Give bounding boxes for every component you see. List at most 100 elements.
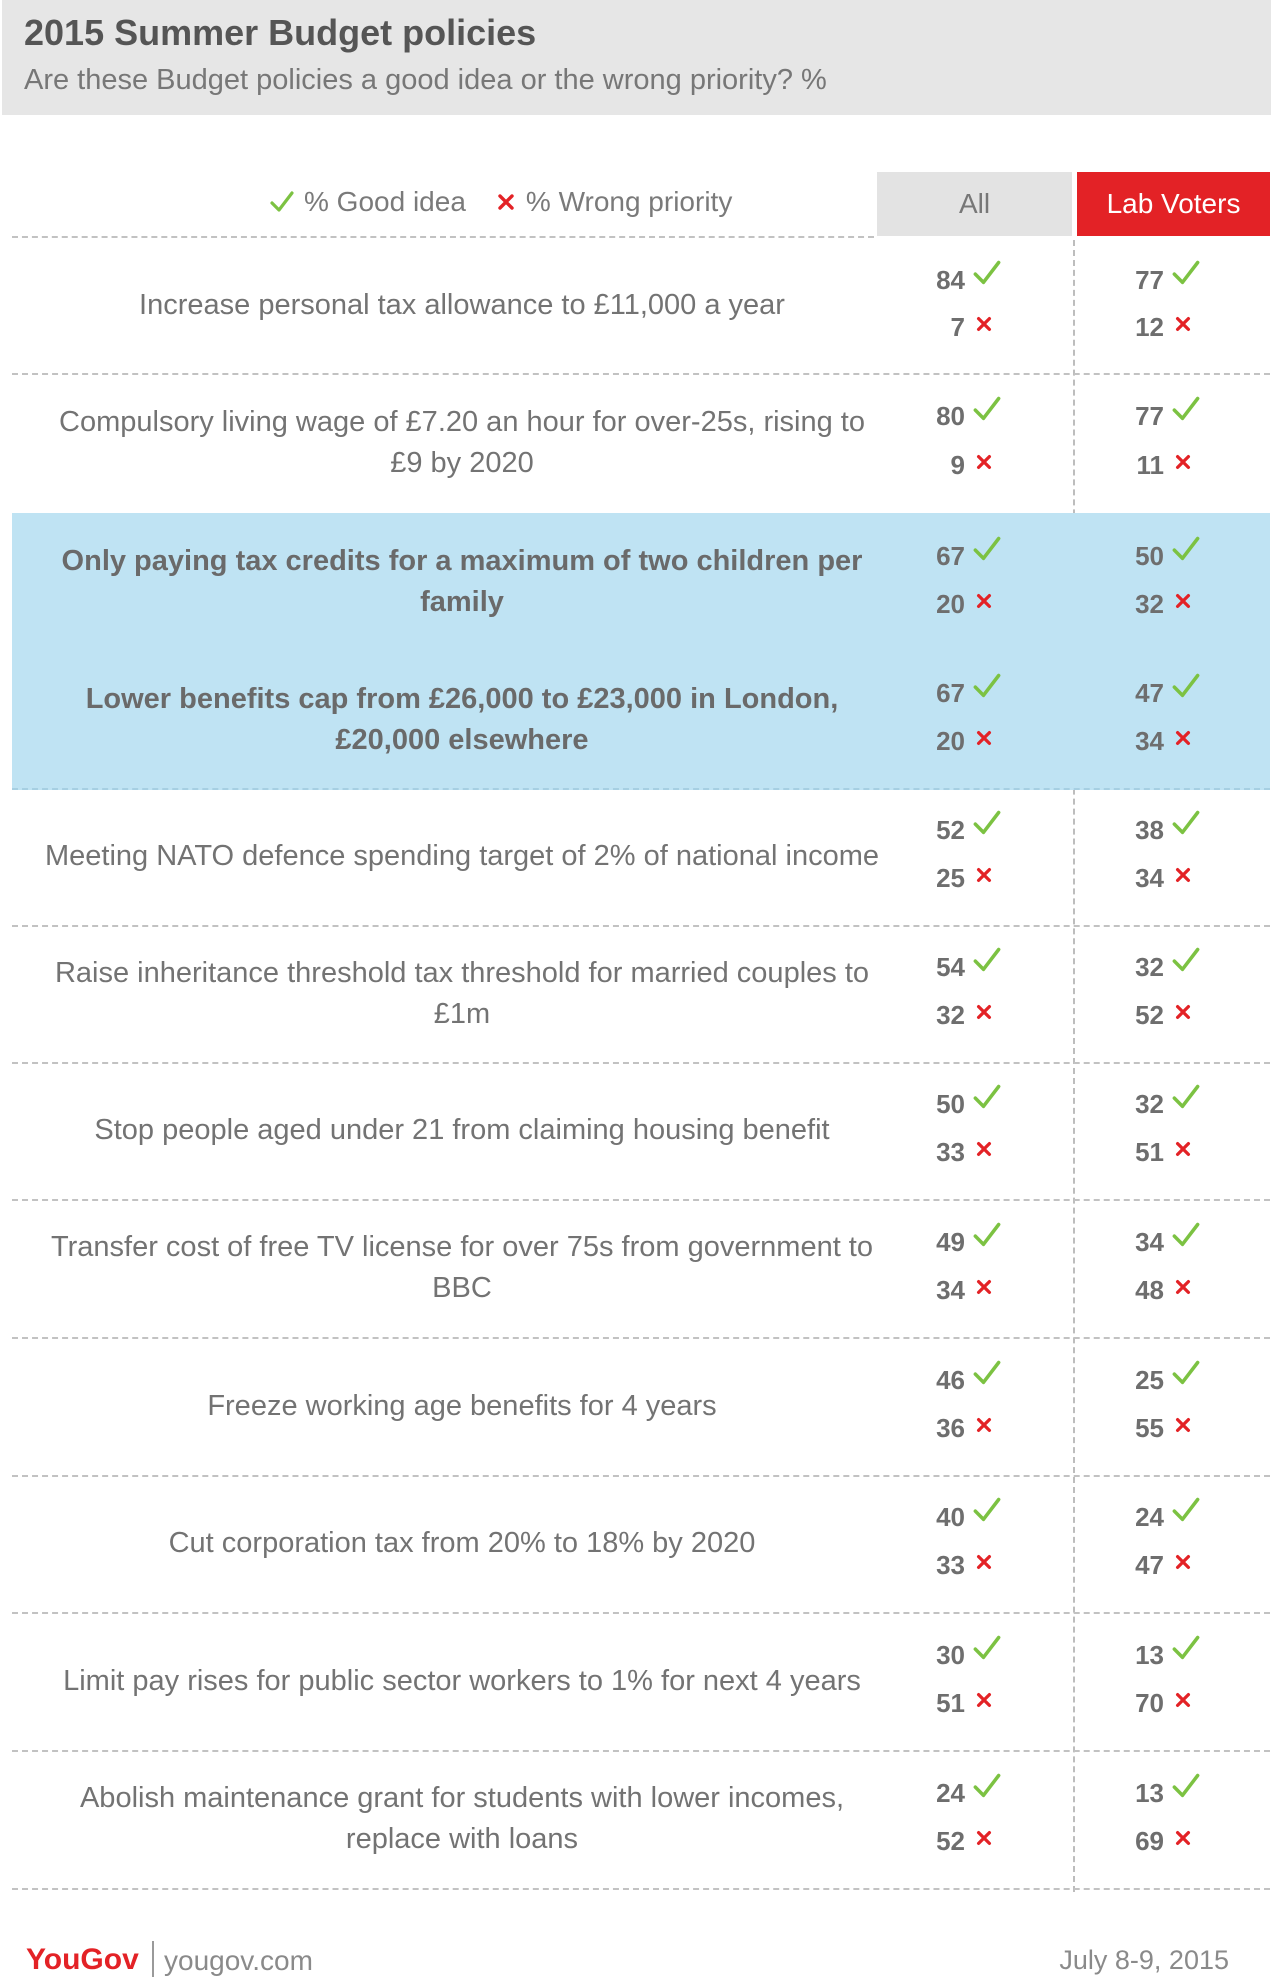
fieldwork-date: July 8-9, 2015 — [1059, 1945, 1229, 1975]
all-good-value: 46 — [936, 1365, 965, 1395]
check-icon — [1172, 1635, 1200, 1660]
check-icon — [973, 1773, 1001, 1798]
check-icon — [1172, 1222, 1200, 1247]
lab-wrong-value: 47 — [1135, 1550, 1164, 1580]
cross-icon — [976, 1417, 992, 1433]
header-band: 2015 Summer Budget policies Are these Bu… — [2, 0, 1271, 115]
all-wrong-value: 20 — [936, 726, 965, 756]
lab-wrong-value: 55 — [1135, 1413, 1164, 1443]
cross-icon — [1175, 593, 1191, 609]
table-row: Transfer cost of free TV license for ove… — [12, 1199, 1270, 1339]
check-icon — [973, 1084, 1001, 1109]
cross-icon — [976, 1279, 992, 1295]
lab-wrong-value: 70 — [1135, 1688, 1164, 1718]
footer: YouGov yougov.com July 8-9, 2015 — [0, 1925, 1273, 1977]
table-row: Lower benefits cap from £26,000 to £23,0… — [12, 651, 1270, 790]
policy-label: Limit pay rises for public sector worker… — [63, 1664, 861, 1697]
check-icon — [973, 947, 1001, 972]
cross-icon — [976, 316, 992, 332]
check-icon — [1172, 396, 1200, 421]
lab-good-value: 32 — [1135, 952, 1164, 982]
check-icon — [973, 396, 1001, 421]
all-wrong-value: 51 — [936, 1688, 965, 1718]
lab-good-value: 50 — [1135, 541, 1164, 571]
all-wrong-value: 25 — [936, 863, 965, 893]
check-icon — [1172, 1084, 1200, 1109]
check-icon — [1172, 1773, 1200, 1798]
table-row: Increase personal tax allowance to £11,0… — [12, 238, 1270, 375]
cross-icon — [976, 867, 992, 883]
lab-wrong-value: 34 — [1135, 726, 1164, 756]
lab-wrong-value: 52 — [1135, 1000, 1164, 1030]
check-icon — [973, 1497, 1001, 1522]
check-icon — [973, 260, 1001, 285]
table-row: Limit pay rises for public sector worker… — [12, 1612, 1270, 1752]
check-icon — [973, 1635, 1001, 1660]
check-icon — [973, 536, 1001, 561]
policy-label: Transfer cost of free TV license for ove… — [50, 1231, 873, 1304]
all-good-value: 49 — [936, 1227, 965, 1257]
all-good-value: 24 — [936, 1778, 965, 1808]
cross-icon — [976, 1004, 992, 1020]
cross-icon — [1175, 1692, 1191, 1708]
check-icon — [1172, 536, 1200, 561]
column-header-lab-voters: Lab Voters — [1077, 172, 1270, 236]
legend-good-label: % Good idea — [304, 186, 466, 217]
check-icon — [1172, 673, 1200, 698]
all-good-value: 50 — [936, 1089, 965, 1119]
source-url: yougov.com — [164, 1945, 313, 1976]
lab-wrong-value: 34 — [1135, 863, 1164, 893]
cross-icon — [976, 1692, 992, 1708]
all-wrong-value: 20 — [936, 589, 965, 619]
policy-label: Increase personal tax allowance to £11,0… — [139, 289, 785, 321]
all-wrong-value: 7 — [950, 312, 965, 342]
all-wrong-value: 33 — [936, 1137, 965, 1167]
lab-good-value: 13 — [1135, 1778, 1164, 1808]
check-icon — [1172, 810, 1200, 835]
cross-icon — [1175, 1554, 1191, 1570]
legend: % Good idea % Wrong priority — [270, 180, 762, 224]
lab-good-value: 25 — [1135, 1365, 1164, 1395]
table-row: Abolish maintenance grant for students w… — [12, 1750, 1270, 1890]
check-icon — [973, 810, 1001, 835]
lab-wrong-value: 11 — [1136, 450, 1165, 480]
column-header-all: All — [877, 172, 1072, 236]
check-icon — [270, 191, 294, 212]
all-good-value: 84 — [936, 265, 965, 295]
check-icon — [973, 1360, 1001, 1385]
all-wrong-value: 52 — [936, 1826, 965, 1856]
lab-wrong-value: 32 — [1135, 589, 1164, 619]
legend-wrong-label: % Wrong priority — [525, 186, 733, 217]
cross-icon — [1175, 1004, 1191, 1020]
table-row: Only paying tax credits for a maximum of… — [12, 513, 1270, 653]
cross-icon — [498, 194, 514, 210]
lab-wrong-value: 48 — [1135, 1275, 1164, 1305]
chart-title: 2015 Summer Budget policies — [24, 12, 537, 53]
table-row: Stop people aged under 21 from claiming … — [12, 1062, 1270, 1201]
policy-label: Cut corporation tax from 20% to 18% by 2… — [168, 1527, 756, 1559]
all-wrong-value: 34 — [936, 1275, 965, 1305]
cross-icon — [1175, 1417, 1191, 1433]
table-row: Freeze working age benefits for 4 years 4… — [12, 1337, 1270, 1477]
cross-icon — [1175, 454, 1191, 470]
lab-good-value: 77 — [1135, 401, 1164, 431]
all-good-value: 40 — [936, 1502, 965, 1532]
table-row: Meeting NATO defence spending target of … — [12, 788, 1270, 927]
lab-good-value: 38 — [1135, 815, 1164, 845]
policy-label: Only paying tax credits for a maximum of… — [61, 545, 863, 618]
all-good-value: 67 — [936, 678, 965, 708]
check-icon — [1172, 1360, 1200, 1385]
lab-wrong-value: 12 — [1135, 312, 1164, 342]
policy-label: Lower benefits cap from £26,000 to £23,0… — [85, 682, 839, 756]
lab-good-value: 13 — [1135, 1640, 1164, 1670]
lab-wrong-value: 51 — [1135, 1137, 1164, 1167]
all-wrong-value: 9 — [950, 450, 965, 480]
header-divider — [12, 236, 874, 238]
policy-label: Meeting NATO defence spending target of … — [45, 840, 879, 872]
all-wrong-value: 33 — [936, 1550, 965, 1580]
check-icon — [973, 1222, 1001, 1247]
cross-icon — [976, 1554, 992, 1570]
cross-icon — [976, 1830, 992, 1846]
lab-good-value: 24 — [1135, 1502, 1164, 1532]
lab-good-value: 32 — [1135, 1089, 1164, 1119]
